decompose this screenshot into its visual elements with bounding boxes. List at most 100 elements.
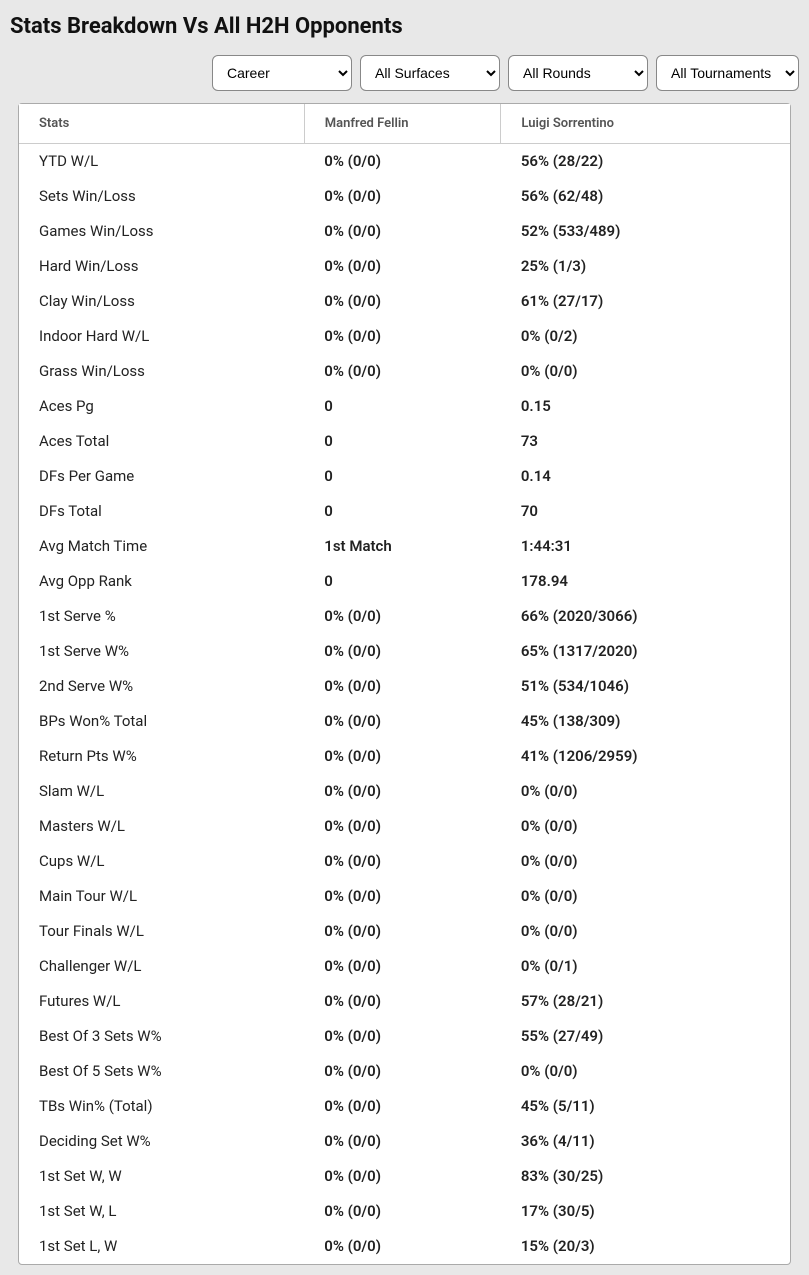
- table-row: 1st Set W, W0% (0/0)83% (30/25): [19, 1159, 790, 1194]
- player1-value: 0% (0/0): [304, 914, 501, 949]
- player2-value: 1:44:31: [501, 529, 790, 564]
- table-row: Avg Opp Rank0178.94: [19, 564, 790, 599]
- stat-label: Masters W/L: [19, 809, 304, 844]
- player1-value: 0% (0/0): [304, 634, 501, 669]
- player1-value: 0% (0/0): [304, 1194, 501, 1229]
- stat-label: 1st Serve W%: [19, 634, 304, 669]
- filter-round[interactable]: All Rounds: [508, 55, 648, 91]
- player2-value: 55% (27/49): [501, 1019, 790, 1054]
- player2-value: 0% (0/0): [501, 774, 790, 809]
- player1-value: 0% (0/0): [304, 844, 501, 879]
- player1-value: 0: [304, 389, 501, 424]
- player1-value: 0: [304, 494, 501, 529]
- stat-label: Indoor Hard W/L: [19, 319, 304, 354]
- filter-tournament[interactable]: All Tournaments: [656, 55, 799, 91]
- player1-value: 0% (0/0): [304, 284, 501, 319]
- player1-value: 0% (0/0): [304, 1124, 501, 1159]
- table-row: Masters W/L0% (0/0)0% (0/0): [19, 809, 790, 844]
- player2-value: 51% (534/1046): [501, 669, 790, 704]
- stat-label: Best Of 5 Sets W%: [19, 1054, 304, 1089]
- table-row: 1st Set L, W0% (0/0)15% (20/3): [19, 1229, 790, 1264]
- player1-value: 0% (0/0): [304, 179, 501, 214]
- player2-value: 0% (0/1): [501, 949, 790, 984]
- stat-label: Best Of 3 Sets W%: [19, 1019, 304, 1054]
- player2-value: 178.94: [501, 564, 790, 599]
- stat-label: Clay Win/Loss: [19, 284, 304, 319]
- player1-value: 0% (0/0): [304, 1159, 501, 1194]
- stats-table: Stats Manfred Fellin Luigi Sorrentino YT…: [19, 104, 790, 1264]
- table-row: Avg Match Time1st Match1:44:31: [19, 529, 790, 564]
- table-row: Hard Win/Loss0% (0/0)25% (1/3): [19, 249, 790, 284]
- stat-label: DFs Total: [19, 494, 304, 529]
- player2-value: 36% (4/11): [501, 1124, 790, 1159]
- player2-value: 0% (0/0): [501, 809, 790, 844]
- table-row: 2nd Serve W%0% (0/0)51% (534/1046): [19, 669, 790, 704]
- stat-label: Aces Pg: [19, 389, 304, 424]
- table-row: Aces Pg00.15: [19, 389, 790, 424]
- table-row: Futures W/L0% (0/0)57% (28/21): [19, 984, 790, 1019]
- table-row: TBs Win% (Total)0% (0/0)45% (5/11): [19, 1089, 790, 1124]
- player2-value: 57% (28/21): [501, 984, 790, 1019]
- player2-value: 0% (0/0): [501, 844, 790, 879]
- stat-label: Cups W/L: [19, 844, 304, 879]
- player2-value: 17% (30/5): [501, 1194, 790, 1229]
- player1-value: 0: [304, 424, 501, 459]
- stat-label: Avg Opp Rank: [19, 564, 304, 599]
- player1-value: 0% (0/0): [304, 319, 501, 354]
- player2-value: 56% (28/22): [501, 144, 790, 179]
- player1-value: 0% (0/0): [304, 1229, 501, 1264]
- table-header-row: Stats Manfred Fellin Luigi Sorrentino: [19, 104, 790, 144]
- player2-value: 15% (20/3): [501, 1229, 790, 1264]
- stat-label: 1st Set W, W: [19, 1159, 304, 1194]
- stat-label: BPs Won% Total: [19, 704, 304, 739]
- player2-value: 0.14: [501, 459, 790, 494]
- player2-value: 25% (1/3): [501, 249, 790, 284]
- table-row: YTD W/L0% (0/0)56% (28/22): [19, 144, 790, 179]
- table-row: Deciding Set W%0% (0/0)36% (4/11): [19, 1124, 790, 1159]
- player1-value: 0% (0/0): [304, 739, 501, 774]
- table-row: 1st Serve %0% (0/0)66% (2020/3066): [19, 599, 790, 634]
- player1-value: 0% (0/0): [304, 1054, 501, 1089]
- filter-surface[interactable]: All Surfaces: [360, 55, 500, 91]
- player1-value: 0% (0/0): [304, 774, 501, 809]
- stat-label: Avg Match Time: [19, 529, 304, 564]
- player2-value: 0% (0/0): [501, 354, 790, 389]
- stats-table-card: Stats Manfred Fellin Luigi Sorrentino YT…: [18, 103, 791, 1265]
- player2-value: 0% (0/0): [501, 914, 790, 949]
- filter-period[interactable]: Career: [212, 55, 352, 91]
- stat-label: TBs Win% (Total): [19, 1089, 304, 1124]
- stat-label: Main Tour W/L: [19, 879, 304, 914]
- table-row: Cups W/L0% (0/0)0% (0/0): [19, 844, 790, 879]
- player2-value: 61% (27/17): [501, 284, 790, 319]
- stat-label: Return Pts W%: [19, 739, 304, 774]
- table-row: Main Tour W/L0% (0/0)0% (0/0): [19, 879, 790, 914]
- table-row: Best Of 5 Sets W%0% (0/0)0% (0/0): [19, 1054, 790, 1089]
- player2-value: 65% (1317/2020): [501, 634, 790, 669]
- table-row: Challenger W/L0% (0/0)0% (0/1): [19, 949, 790, 984]
- stat-label: Grass Win/Loss: [19, 354, 304, 389]
- stat-label: 1st Set L, W: [19, 1229, 304, 1264]
- table-row: Tour Finals W/L0% (0/0)0% (0/0): [19, 914, 790, 949]
- table-row: Games Win/Loss0% (0/0)52% (533/489): [19, 214, 790, 249]
- table-row: Clay Win/Loss0% (0/0)61% (27/17): [19, 284, 790, 319]
- player1-value: 0: [304, 564, 501, 599]
- player1-value: 0% (0/0): [304, 1089, 501, 1124]
- player2-value: 52% (533/489): [501, 214, 790, 249]
- player1-value: 0% (0/0): [304, 214, 501, 249]
- player1-value: 0% (0/0): [304, 669, 501, 704]
- table-row: DFs Total070: [19, 494, 790, 529]
- player2-value: 0% (0/2): [501, 319, 790, 354]
- stat-label: Challenger W/L: [19, 949, 304, 984]
- filter-bar: Career All Surfaces All Rounds All Tourn…: [10, 55, 799, 91]
- player1-value: 0% (0/0): [304, 879, 501, 914]
- player2-value: 0% (0/0): [501, 879, 790, 914]
- player2-value: 66% (2020/3066): [501, 599, 790, 634]
- stat-label: DFs Per Game: [19, 459, 304, 494]
- player1-value: 0% (0/0): [304, 704, 501, 739]
- stat-label: Aces Total: [19, 424, 304, 459]
- table-row: Indoor Hard W/L0% (0/0)0% (0/2): [19, 319, 790, 354]
- page-title: Stats Breakdown Vs All H2H Opponents: [10, 14, 799, 39]
- player2-value: 56% (62/48): [501, 179, 790, 214]
- player2-value: 73: [501, 424, 790, 459]
- player2-value: 83% (30/25): [501, 1159, 790, 1194]
